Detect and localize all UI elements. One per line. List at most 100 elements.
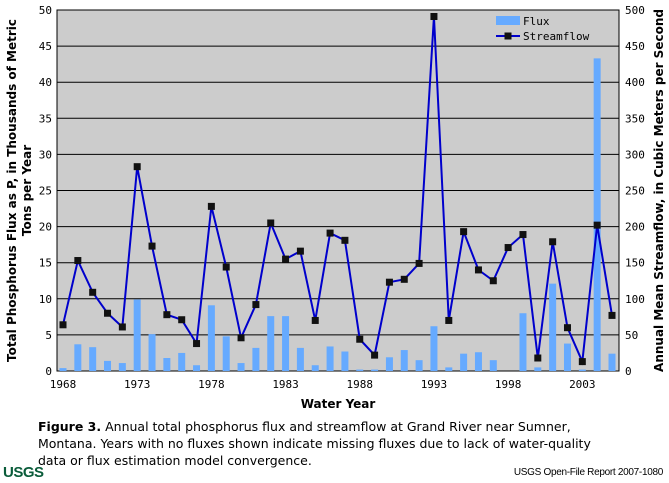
streamflow-marker <box>430 12 438 20</box>
y-left-tick-label: 10 <box>39 293 52 306</box>
y-left-tick-label: 25 <box>39 185 52 198</box>
y-right-tick-label: 50 <box>625 329 638 342</box>
streamflow-marker <box>489 277 497 285</box>
flux-bar <box>89 347 97 371</box>
y-left-tick-label: 45 <box>39 40 52 53</box>
streamflow-marker <box>578 358 586 366</box>
streamflow-marker <box>445 316 453 324</box>
caption-text: Annual total phosphorus flux and streamf… <box>38 419 591 468</box>
flux-bar <box>282 316 290 371</box>
flux-bar <box>519 313 527 371</box>
streamflow-marker <box>148 242 156 250</box>
flux-bar <box>59 368 67 371</box>
flux-bar <box>593 58 601 372</box>
y-right-tick-label: 400 <box>625 76 645 89</box>
chart: 0510152025303540455005010015020025030035… <box>5 4 666 411</box>
streamflow-marker <box>385 278 393 286</box>
flux-bar <box>489 360 497 371</box>
streamflow-marker <box>341 236 349 244</box>
streamflow-marker <box>608 311 616 319</box>
flux-bar <box>207 305 215 371</box>
streamflow-marker <box>207 202 215 210</box>
flux-bar <box>474 352 482 371</box>
streamflow-marker <box>163 311 171 319</box>
streamflow-marker <box>563 324 571 332</box>
usgs-logo: USGS <box>3 464 44 481</box>
streamflow-marker <box>415 259 423 267</box>
y-left-tick-label: 50 <box>39 4 52 17</box>
y-right-tick-label: 450 <box>625 40 645 53</box>
flux-bar <box>563 343 571 371</box>
streamflow-marker <box>504 244 512 252</box>
y-right-tick-label: 0 <box>625 365 632 378</box>
flux-bar <box>296 347 304 371</box>
streamflow-marker <box>549 238 557 246</box>
streamflow-marker <box>371 351 379 359</box>
flux-bar <box>118 363 126 371</box>
flux-bar <box>578 369 586 371</box>
report-id: USGS Open-File Report 2007-1080 <box>513 467 663 478</box>
flux-bar <box>237 363 245 371</box>
x-tick-label: 1978 <box>198 378 225 391</box>
streamflow-marker <box>400 275 408 283</box>
y-left-tick-label: 40 <box>39 76 52 89</box>
flux-bar <box>445 367 453 371</box>
y-left-tick-label: 15 <box>39 257 52 270</box>
streamflow-marker <box>237 334 245 342</box>
y-right-axis-title: Annual Mean Streamflow, in Cubic Meters … <box>652 9 666 372</box>
y-left-axis-title-line1: Total Phosphorus Flux as P, in Thousands… <box>5 19 19 362</box>
streamflow-marker <box>178 316 186 324</box>
flux-bar <box>326 346 334 371</box>
streamflow-marker <box>326 229 334 237</box>
y-left-tick-label: 30 <box>39 148 52 161</box>
streamflow-marker <box>460 228 468 236</box>
flux-bar <box>222 336 230 371</box>
y-right-tick-label: 100 <box>625 293 645 306</box>
streamflow-marker <box>282 255 290 263</box>
legend-flux-label: Flux <box>523 15 550 28</box>
legend-streamflow-label: Streamflow <box>523 30 590 43</box>
x-tick-label: 1983 <box>272 378 299 391</box>
y-right-tick-label: 150 <box>625 257 645 270</box>
streamflow-marker <box>474 266 482 274</box>
y-left-tick-label: 20 <box>39 221 52 234</box>
flux-bar <box>267 316 275 371</box>
flux-bar <box>534 367 542 371</box>
flux-bar <box>252 347 260 371</box>
streamflow-marker <box>311 316 319 324</box>
streamflow-marker <box>118 323 126 331</box>
figure-caption: Figure 3. Annual total phosphorus flux a… <box>38 418 598 469</box>
y-left-tick-label: 0 <box>45 365 52 378</box>
flux-bar <box>311 365 319 371</box>
x-axis-title: Water Year <box>301 397 376 411</box>
x-tick-label: 2003 <box>569 378 596 391</box>
flux-bar <box>148 334 156 371</box>
y-right-tick-label: 350 <box>625 112 645 125</box>
flux-bar <box>104 360 112 371</box>
streamflow-marker <box>89 288 97 296</box>
y-right-tick-label: 200 <box>625 221 645 234</box>
flux-bar <box>163 358 171 371</box>
streamflow-marker <box>133 163 141 171</box>
flux-bar <box>549 283 557 371</box>
streamflow-marker <box>59 321 67 329</box>
legend-flux-swatch <box>496 16 520 25</box>
flux-bar <box>608 353 616 371</box>
flux-bar <box>371 369 379 371</box>
x-tick-label: 1993 <box>421 378 448 391</box>
x-tick-label: 1998 <box>495 378 522 391</box>
streamflow-marker <box>356 335 364 343</box>
streamflow-marker <box>593 221 601 229</box>
y-right-tick-label: 250 <box>625 185 645 198</box>
streamflow-marker <box>519 231 527 239</box>
streamflow-marker <box>534 354 542 362</box>
flux-bar <box>356 369 364 371</box>
legend-streamflow-marker <box>504 32 512 40</box>
caption-label: Figure 3. <box>38 419 102 434</box>
streamflow-marker <box>104 309 112 317</box>
streamflow-marker <box>222 263 230 271</box>
flux-bar <box>133 299 141 371</box>
flux-bar <box>74 344 82 371</box>
flux-bar <box>400 350 408 371</box>
